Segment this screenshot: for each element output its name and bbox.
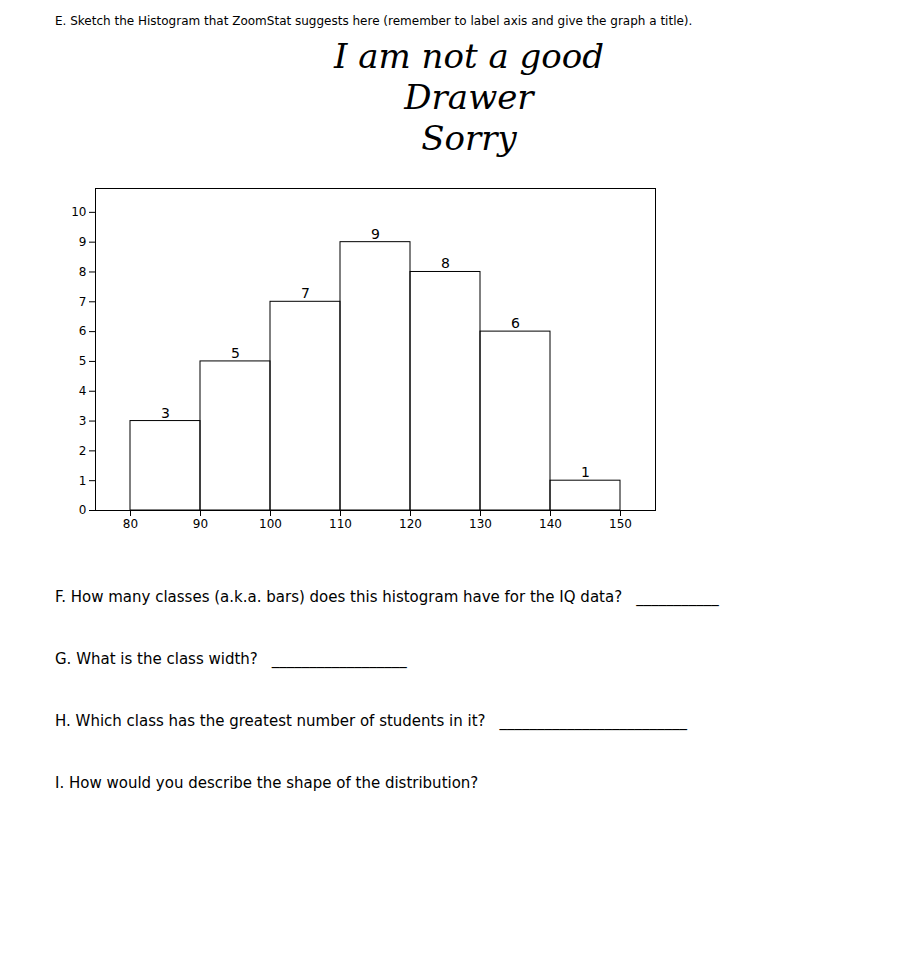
svg-text:4: 4: [79, 384, 87, 398]
svg-text:8: 8: [441, 256, 450, 272]
html-text:Sorry: Sorry: [421, 117, 517, 158]
svg-text:2: 2: [79, 444, 87, 458]
html-text:F. How many classes (a.k.a. ba: F. How many classes (a.k.a. bars) does t…: [55, 588, 623, 607]
svg-text:1: 1: [581, 465, 590, 481]
svg-text:9: 9: [79, 235, 87, 249]
svg-text:130: 130: [469, 517, 492, 531]
svg-text:6: 6: [511, 315, 520, 331]
html-text:G. What is the class width?: G. What is the class width?: [55, 650, 258, 669]
html-text:I am not a good: I am not a good: [334, 36, 604, 76]
svg-text:3: 3: [79, 414, 87, 428]
svg-text:100: 100: [259, 517, 282, 531]
svg-text:1: 1: [79, 474, 87, 488]
svg-text:7: 7: [301, 286, 310, 302]
svg-text:120: 120: [399, 517, 422, 531]
svg-text:80: 80: [123, 517, 138, 531]
html-text:H. Which class has the greates: H. Which class has the greatest number o…: [55, 712, 486, 731]
svg-text:6: 6: [79, 325, 87, 339]
svg-text:140: 140: [539, 517, 562, 531]
svg-text:150: 150: [609, 517, 632, 531]
svg-text:90: 90: [193, 517, 208, 531]
svg-text:10: 10: [71, 206, 86, 220]
svg-text:110: 110: [329, 517, 352, 531]
svg-text:3: 3: [161, 405, 170, 421]
html-text:Drawer: Drawer: [404, 76, 534, 117]
html-text:E. Sketch the Histogram that Z: E. Sketch the Histogram that ZoomStat su…: [55, 14, 693, 28]
svg-text:0: 0: [79, 504, 87, 518]
svg-text:5: 5: [231, 345, 240, 361]
html-text:I. How would you describe the: I. How would you describe the shape of t…: [55, 774, 479, 793]
svg-text:9: 9: [371, 226, 380, 242]
svg-text:5: 5: [79, 355, 87, 369]
svg-text:7: 7: [79, 295, 87, 309]
svg-text:8: 8: [79, 265, 87, 279]
